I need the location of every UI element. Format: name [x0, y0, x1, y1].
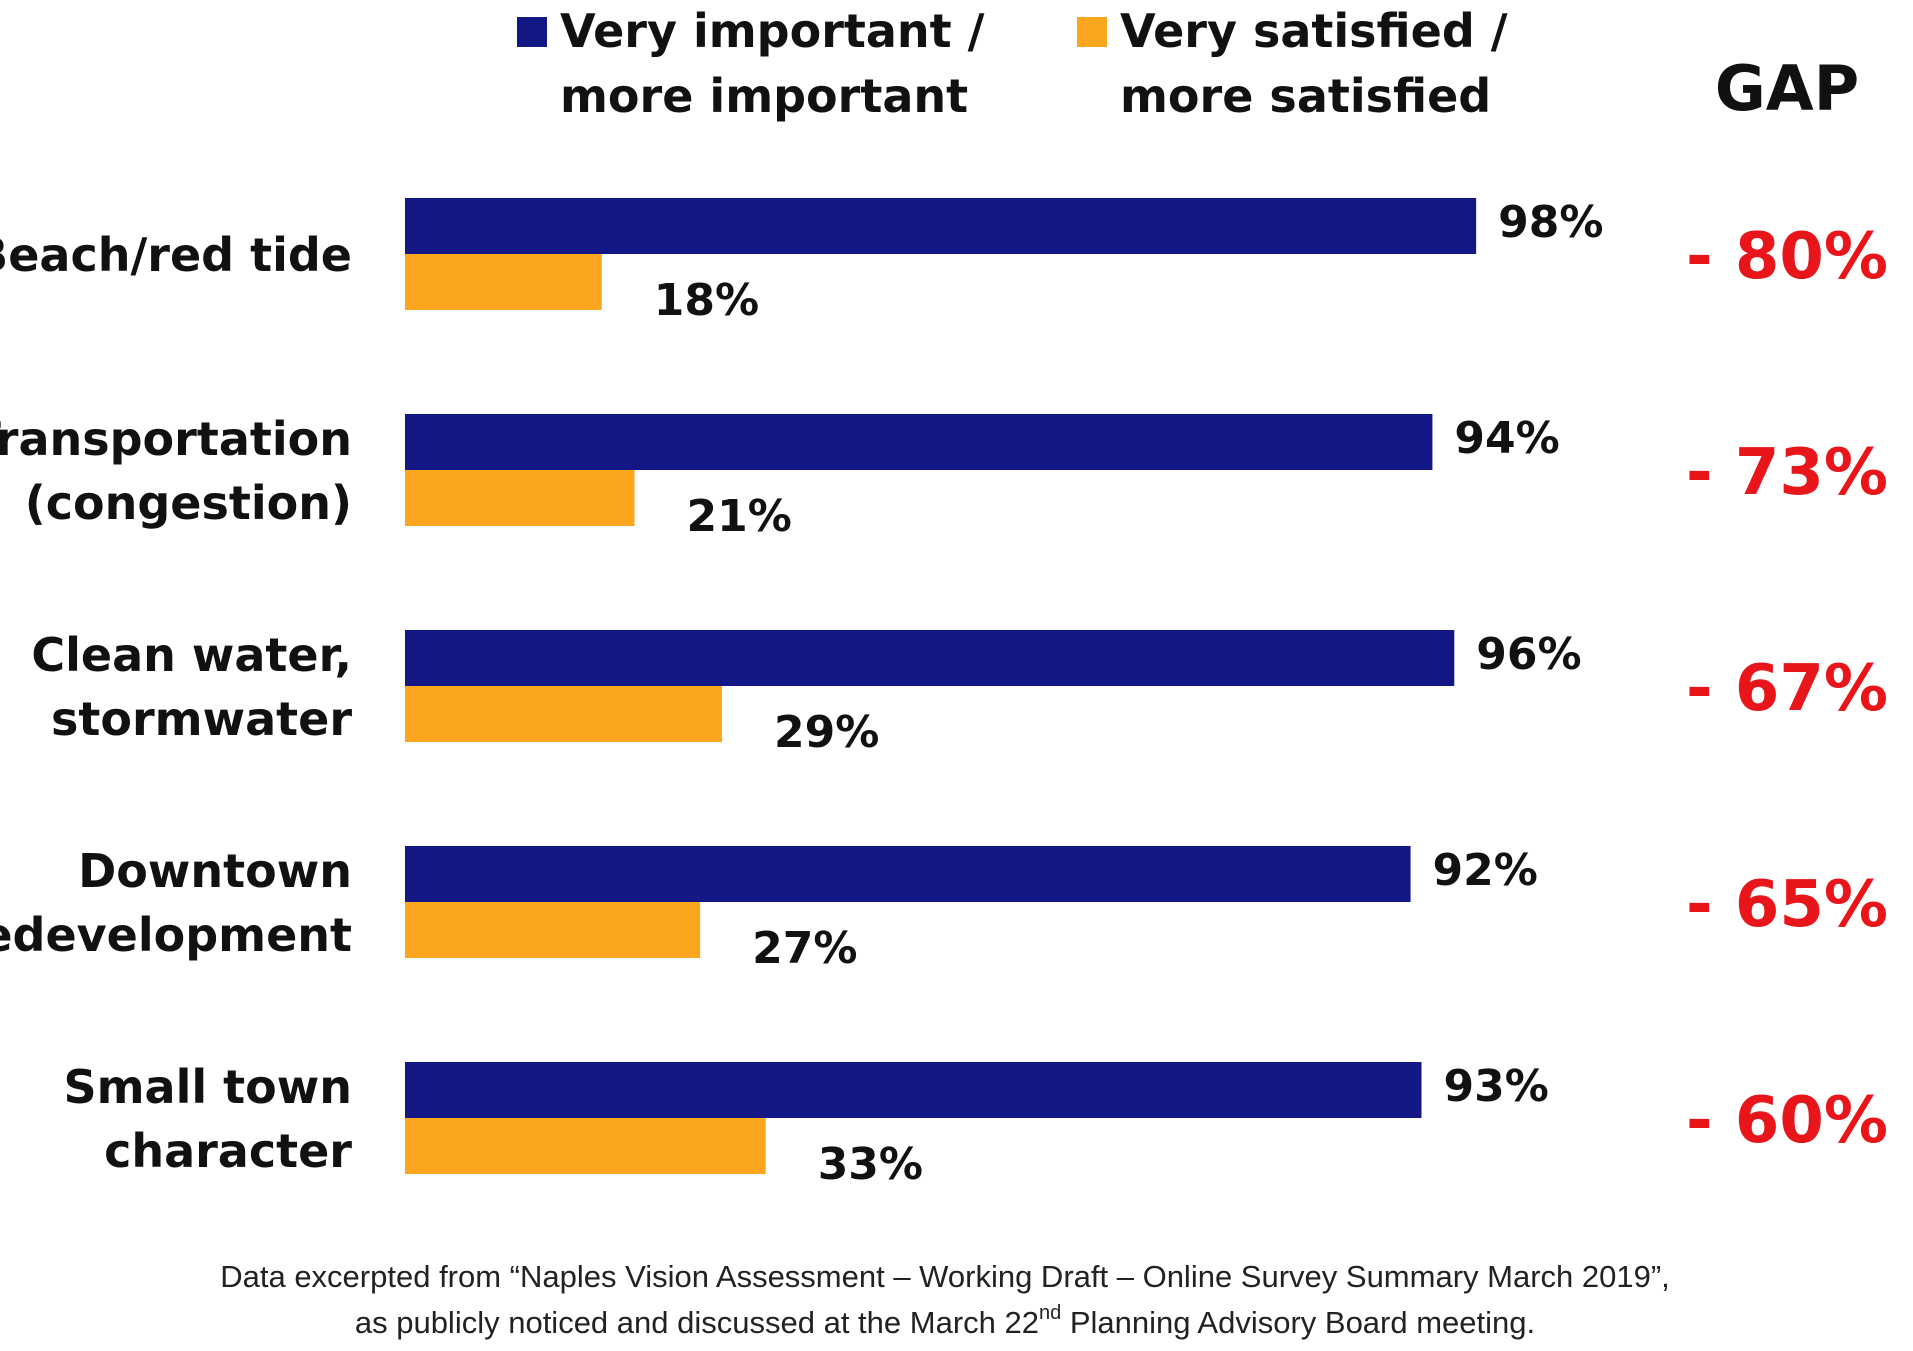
value-label-satisfied: 29% — [774, 707, 879, 758]
footnote-line2-end: Planning Advisory Board meeting. — [1061, 1305, 1535, 1340]
legend-label-satisfied-line2: more satisfied — [1120, 69, 1491, 123]
value-label-satisfied: 33% — [818, 1139, 923, 1190]
footnote-line2-superscript: nd — [1039, 1302, 1061, 1324]
category-label: Downtown — [78, 844, 352, 898]
gap-value: - 73% — [1686, 436, 1888, 510]
gap-value: - 80% — [1686, 220, 1888, 294]
value-label-important: 93% — [1443, 1061, 1548, 1112]
category-label: character — [104, 1124, 352, 1178]
value-label-important: 98% — [1498, 197, 1603, 248]
legend-swatch-important — [517, 17, 547, 47]
bar-important — [405, 630, 1455, 686]
legend-label-satisfied-line1: Very satisfied / — [1120, 4, 1508, 58]
category-label: Small town — [64, 1060, 353, 1114]
category-row: Downtown redevelopment 92% 27% - 65% — [0, 844, 1888, 974]
bar-satisfied — [405, 902, 701, 958]
value-label-important: 96% — [1476, 629, 1581, 680]
footnote-line1: Data excerpted from “Naples Vision Asses… — [220, 1259, 1670, 1294]
bar-important — [405, 198, 1477, 254]
bar-satisfied — [405, 686, 722, 742]
category-row: Clean water, stormwater 96% 29% - 67% — [31, 628, 1888, 758]
gap-header: GAP — [1715, 52, 1859, 125]
legend-swatch-satisfied — [1077, 17, 1107, 47]
value-label-important: 92% — [1433, 845, 1538, 896]
bar-satisfied — [405, 254, 602, 310]
gap-value: - 60% — [1686, 1084, 1888, 1158]
footnote-line2-start: as publicly noticed and discussed at the… — [355, 1305, 1039, 1340]
legend-label-important-line2: more important — [560, 69, 968, 123]
category-row: Beach/red tide 98% 18% - 80% — [0, 197, 1888, 326]
legend: Very important / more important Very sat… — [517, 4, 1508, 123]
value-label-satisfied: 18% — [654, 275, 759, 326]
gap-value: - 67% — [1686, 652, 1888, 726]
category-label: Transportation — [0, 412, 352, 466]
category-row: Small town character 93% 33% - 60% — [64, 1060, 1889, 1190]
category-label: Beach/red tide — [0, 228, 352, 282]
value-label-satisfied: 21% — [687, 491, 792, 542]
bar-important — [405, 1062, 1422, 1118]
category-label: redevelopment — [0, 908, 352, 962]
footnote-line2: as publicly noticed and discussed at the… — [355, 1302, 1535, 1340]
footnote: Data excerpted from “Naples Vision Asses… — [220, 1259, 1670, 1340]
gap-value: - 65% — [1686, 868, 1888, 942]
legend-label-important-line1: Very important / — [560, 4, 985, 58]
bar-important — [405, 846, 1411, 902]
plot-area: Beach/red tide 98% 18% - 80% Transportation (… — [0, 197, 1888, 1190]
category-label: Clean water, — [31, 628, 352, 682]
value-label-satisfied: 27% — [752, 923, 857, 974]
category-row: Transportation (congestion) 94% 21% - 73% — [0, 412, 1888, 542]
category-label: (congestion) — [25, 476, 352, 530]
category-label: stormwater — [51, 692, 352, 746]
bar-satisfied — [405, 470, 635, 526]
bar-important — [405, 414, 1433, 470]
bar-satisfied — [405, 1118, 766, 1174]
value-label-important: 94% — [1454, 413, 1559, 464]
